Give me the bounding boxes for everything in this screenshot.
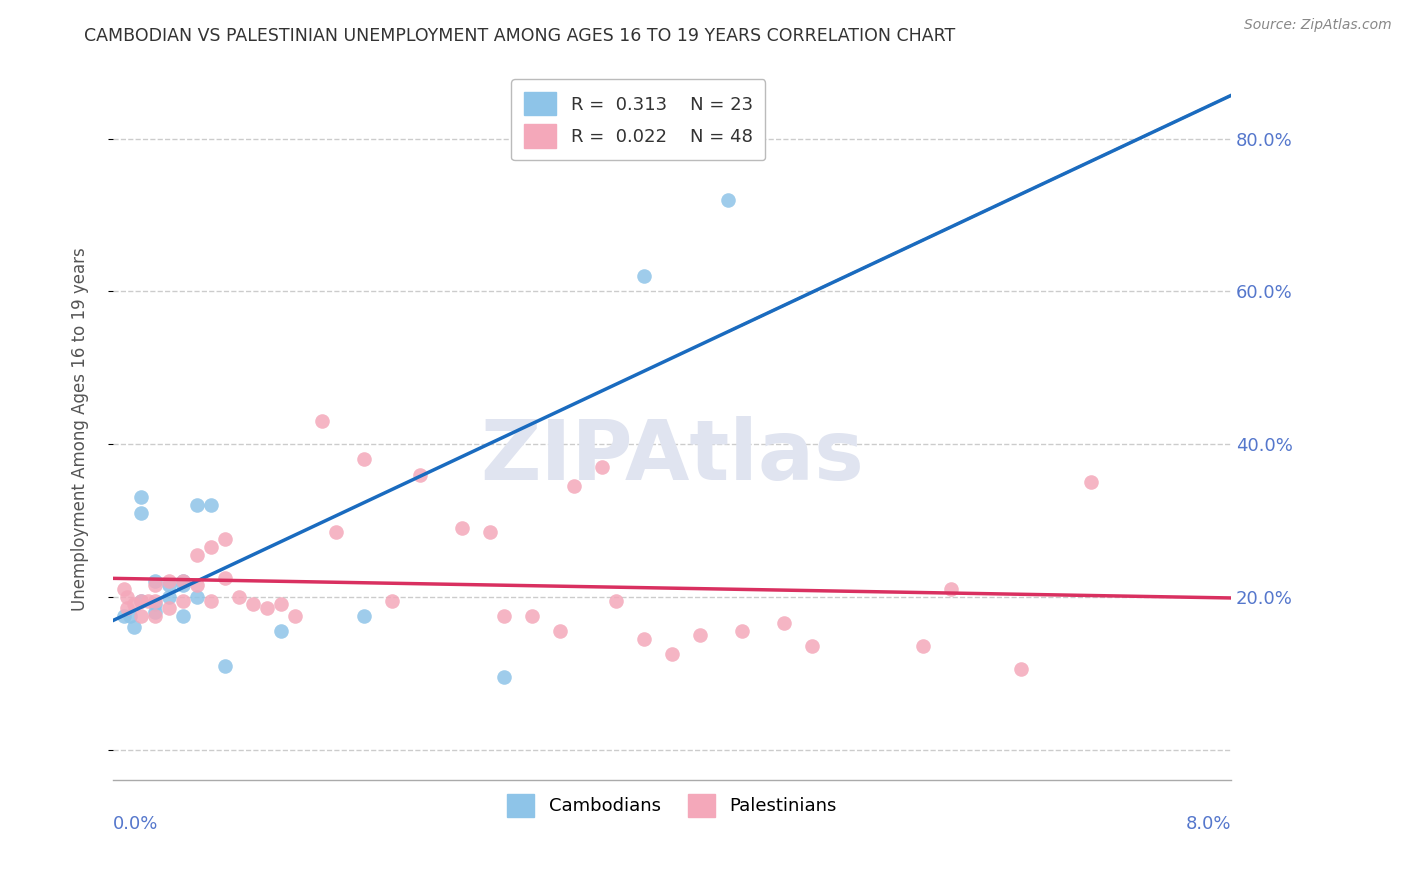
Point <box>689 628 711 642</box>
Point <box>157 601 180 615</box>
Y-axis label: Unemployment Among Ages 16 to 19 years: Unemployment Among Ages 16 to 19 years <box>72 247 89 611</box>
Point <box>548 624 571 639</box>
Point <box>912 640 935 654</box>
Point <box>172 574 194 589</box>
Point <box>122 598 145 612</box>
Point <box>122 620 145 634</box>
Point <box>242 598 264 612</box>
Point <box>129 593 152 607</box>
Point <box>228 590 250 604</box>
Point <box>283 608 305 623</box>
Point <box>800 640 823 654</box>
Point <box>270 598 292 612</box>
Point <box>214 658 236 673</box>
Point <box>214 533 236 547</box>
Point <box>520 608 543 623</box>
Point <box>143 578 166 592</box>
Point <box>772 616 794 631</box>
Legend: Cambodians, Palestinians: Cambodians, Palestinians <box>501 788 844 823</box>
Point <box>129 506 152 520</box>
Point <box>157 578 180 592</box>
Point <box>941 582 963 596</box>
Point <box>186 578 208 592</box>
Point <box>112 608 135 623</box>
Point <box>311 414 333 428</box>
Point <box>157 590 180 604</box>
Point <box>494 608 516 623</box>
Point <box>1080 475 1102 490</box>
Point <box>172 574 194 589</box>
Point <box>143 608 166 623</box>
Point <box>1010 662 1032 676</box>
Text: ZIPAtlas: ZIPAtlas <box>479 417 863 498</box>
Point <box>143 598 166 612</box>
Point <box>115 590 138 604</box>
Point <box>353 452 375 467</box>
Point <box>214 571 236 585</box>
Point <box>325 524 347 539</box>
Point <box>605 593 627 607</box>
Text: 8.0%: 8.0% <box>1185 815 1230 833</box>
Point <box>731 624 754 639</box>
Point <box>186 548 208 562</box>
Point <box>633 632 655 646</box>
Point <box>172 578 194 592</box>
Text: CAMBODIAN VS PALESTINIAN UNEMPLOYMENT AMONG AGES 16 TO 19 YEARS CORRELATION CHAR: CAMBODIAN VS PALESTINIAN UNEMPLOYMENT AM… <box>84 27 956 45</box>
Point <box>409 467 432 482</box>
Point <box>381 593 404 607</box>
Point <box>633 268 655 283</box>
Point <box>562 479 585 493</box>
Point <box>129 593 152 607</box>
Point <box>479 524 502 539</box>
Point <box>136 593 159 607</box>
Point <box>186 590 208 604</box>
Point <box>129 608 152 623</box>
Point <box>186 498 208 512</box>
Point <box>112 582 135 596</box>
Point <box>200 593 222 607</box>
Point <box>157 574 180 589</box>
Point <box>118 608 141 623</box>
Point <box>270 624 292 639</box>
Point <box>200 540 222 554</box>
Point <box>661 647 683 661</box>
Point <box>143 574 166 589</box>
Point <box>172 593 194 607</box>
Point <box>143 593 166 607</box>
Point <box>717 193 740 207</box>
Text: 0.0%: 0.0% <box>112 815 159 833</box>
Point <box>353 608 375 623</box>
Point <box>115 601 138 615</box>
Point <box>172 608 194 623</box>
Point <box>129 491 152 505</box>
Point <box>256 601 278 615</box>
Text: Source: ZipAtlas.com: Source: ZipAtlas.com <box>1244 18 1392 32</box>
Point <box>591 459 613 474</box>
Point <box>451 521 474 535</box>
Point <box>143 605 166 619</box>
Point <box>200 498 222 512</box>
Point <box>494 670 516 684</box>
